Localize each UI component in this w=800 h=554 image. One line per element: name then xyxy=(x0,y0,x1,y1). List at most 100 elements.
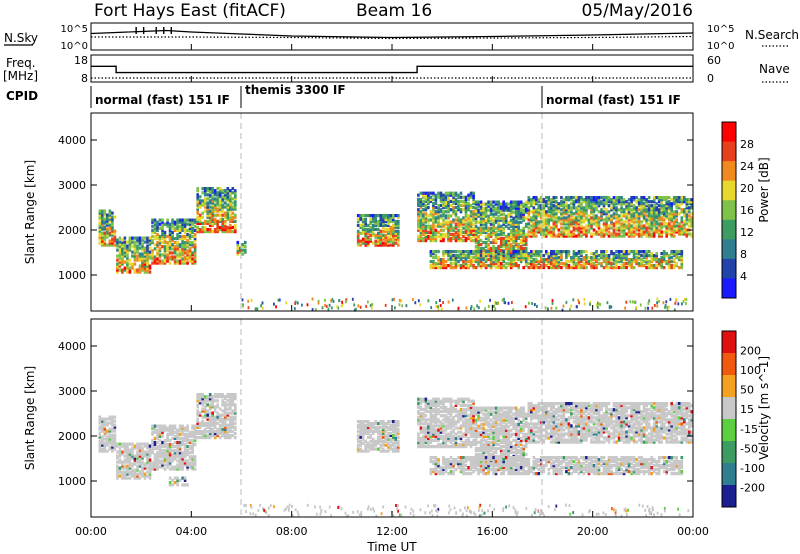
scatter-cell xyxy=(116,468,119,472)
scatter-cell xyxy=(527,266,531,270)
scatter-cell xyxy=(163,424,167,428)
scatter-cell xyxy=(545,220,548,224)
scatter-cell xyxy=(178,234,182,239)
scatter-cell xyxy=(577,206,581,210)
scatter-cell xyxy=(542,220,546,224)
scatter-cell xyxy=(432,256,435,260)
scatter-cell xyxy=(494,252,498,256)
scatter-cell xyxy=(201,187,204,191)
scatter-cell xyxy=(605,256,608,260)
scatter-cell xyxy=(101,233,104,237)
scatter-cell xyxy=(163,247,167,251)
scatter-cell xyxy=(477,254,480,258)
scatter-cell xyxy=(143,454,147,458)
scatter-cell xyxy=(173,445,177,449)
scatter-cell xyxy=(474,226,478,230)
scatter-cell xyxy=(640,198,643,202)
scatter-cell xyxy=(507,264,510,268)
scatter-cell xyxy=(229,427,232,431)
scatter-cell xyxy=(690,198,694,202)
scatter-cell xyxy=(143,462,147,466)
scatter-cell xyxy=(389,215,393,220)
scatter-cell xyxy=(156,457,159,461)
scatter-cell xyxy=(234,407,237,411)
scatter-cell xyxy=(620,200,623,204)
scatter-cell xyxy=(562,250,566,254)
scatter-cell xyxy=(499,208,503,212)
scatter-cell xyxy=(168,459,172,463)
scatter-cell xyxy=(361,420,365,424)
scatter-cell xyxy=(223,401,227,405)
scatter-cell xyxy=(384,439,388,443)
scatter-cell xyxy=(640,260,643,264)
scatter-cell xyxy=(550,202,553,206)
scatter-cell xyxy=(203,219,207,223)
scatter-cell xyxy=(595,224,598,228)
scatter-cell xyxy=(647,226,651,230)
scatter-cell xyxy=(550,306,553,310)
scatter-cell xyxy=(617,260,621,264)
scatter-cell xyxy=(98,449,102,453)
scatter-cell xyxy=(193,426,197,430)
scatter-cell xyxy=(101,449,104,453)
scatter-cell xyxy=(655,196,658,200)
scatter-cell xyxy=(216,193,219,197)
scatter-cell xyxy=(517,256,520,260)
scatter-cell xyxy=(198,431,202,436)
scatter-cell xyxy=(211,187,214,191)
scatter-cell xyxy=(477,208,480,212)
scatter-cell xyxy=(161,218,164,222)
scatter-cell xyxy=(356,449,360,453)
scatter-cell xyxy=(530,230,533,234)
scatter-cell xyxy=(499,202,503,206)
scatter-cell xyxy=(166,241,169,245)
scatter-cell xyxy=(680,196,684,200)
scatter-cell xyxy=(374,439,377,443)
scatter-cell xyxy=(427,230,430,234)
scatter-cell xyxy=(652,198,656,202)
colorbar-tick-label: 12 xyxy=(740,226,754,239)
scatter-cell xyxy=(118,246,122,250)
scatter-cell xyxy=(677,222,681,226)
scatter-cell xyxy=(637,252,641,256)
scatter-cell xyxy=(101,211,104,215)
scatter-cell xyxy=(173,237,177,241)
scatter-cell xyxy=(216,427,219,431)
scatter-cell xyxy=(178,243,182,247)
scatter-cell xyxy=(535,252,538,256)
scatter-cell xyxy=(585,200,588,204)
scatter-cell xyxy=(492,258,495,262)
scatter-cell xyxy=(111,435,114,439)
scatter-cell xyxy=(417,224,420,228)
scatter-cell xyxy=(444,195,448,199)
scatter-cell xyxy=(106,231,109,235)
scatter-cell xyxy=(462,199,465,203)
scatter-cell xyxy=(193,228,197,232)
scatter-cell xyxy=(650,200,653,204)
scatter-cell xyxy=(371,423,375,428)
scatter-cell xyxy=(620,218,623,222)
scatter-cell xyxy=(452,266,455,270)
scatter-cell xyxy=(221,431,224,436)
scatter-cell xyxy=(221,403,224,407)
scatter-cell xyxy=(474,206,478,210)
scatter-cell xyxy=(146,252,149,256)
scatter-cell xyxy=(208,230,212,234)
scatter-cell xyxy=(223,228,227,232)
scatter-cell xyxy=(186,451,189,455)
scatter-cell xyxy=(131,240,134,244)
scatter-cell xyxy=(361,217,365,222)
scatter-cell xyxy=(597,254,601,258)
scatter-cell xyxy=(229,213,232,217)
scatter-cell xyxy=(324,298,326,302)
scatter-cell xyxy=(444,266,448,270)
scatter-cell xyxy=(148,236,152,240)
scatter-cell xyxy=(98,445,102,449)
scatter-cell xyxy=(417,440,420,445)
scatter-cell xyxy=(507,242,510,247)
scatter-cell xyxy=(524,264,528,268)
scatter-cell xyxy=(580,266,583,270)
scatter-cell xyxy=(477,226,480,230)
scatter-cell xyxy=(535,266,538,270)
scatter-cell xyxy=(477,230,480,234)
